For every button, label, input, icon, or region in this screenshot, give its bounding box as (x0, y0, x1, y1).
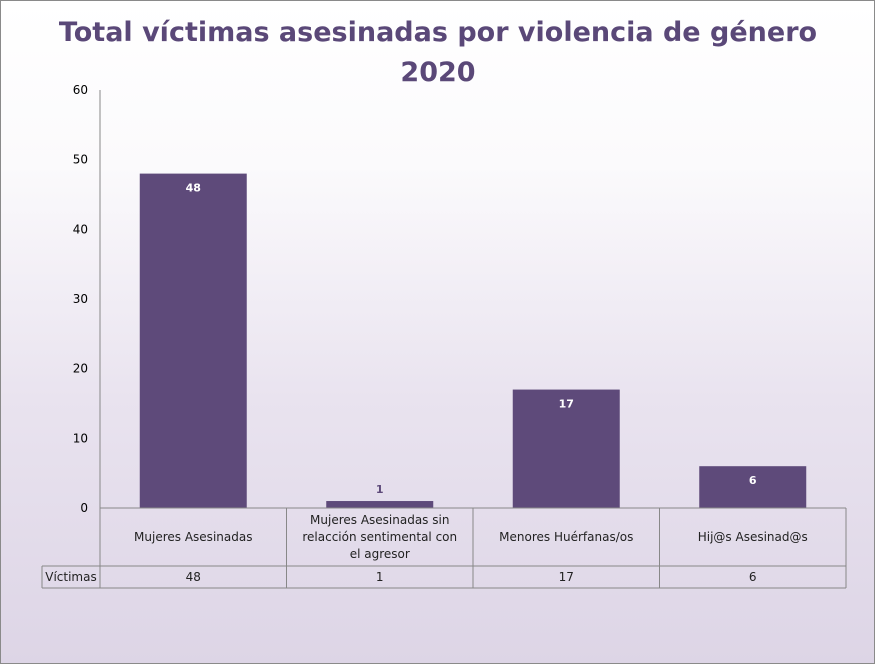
bar (139, 173, 247, 508)
series-name: Víctimas (45, 570, 96, 584)
chart-subtitle: 2020 (400, 57, 475, 88)
y-tick-label: 30 (73, 292, 88, 306)
y-tick-label: 50 (73, 153, 88, 167)
chart-title: Total víctimas asesinadas por violencia … (59, 17, 817, 48)
bar (326, 501, 434, 508)
y-tick-label: 10 (73, 431, 88, 445)
category-label: Mujeres Asesinadas sin relacción sentimen… (302, 513, 457, 561)
data-label: 48 (186, 182, 201, 195)
table-value: 1 (376, 570, 384, 584)
bar (699, 466, 807, 508)
y-tick-label: 20 (73, 362, 88, 376)
y-tick-label: 40 (73, 222, 88, 236)
table-value: 6 (749, 570, 757, 584)
category-label: Hij@s Asesinad@s (698, 530, 808, 544)
table-value: 17 (559, 570, 574, 584)
bar (512, 389, 620, 508)
data-label: 17 (559, 398, 574, 411)
y-tick-label: 0 (80, 501, 88, 515)
table-value: 48 (186, 570, 201, 584)
category-label: Menores Huérfanas/os (499, 530, 633, 544)
data-label: 6 (749, 474, 757, 487)
data-label: 1 (376, 483, 384, 496)
y-tick-label: 60 (73, 83, 88, 97)
category-label: Mujeres Asesinadas (134, 530, 252, 544)
